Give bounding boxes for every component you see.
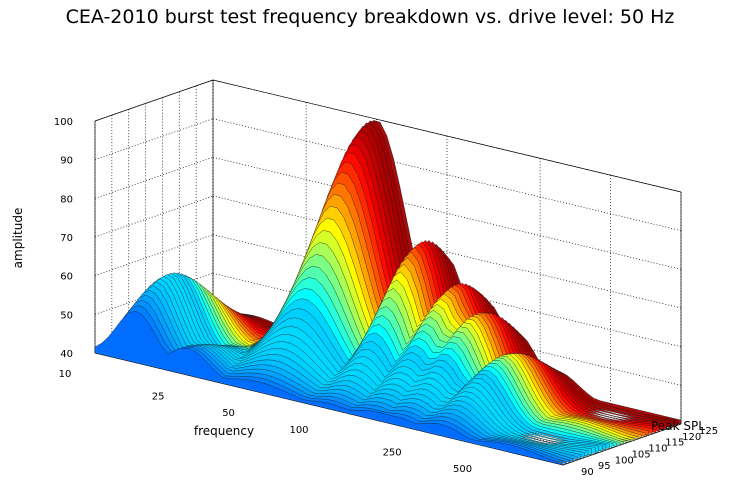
- axis-labels: frequency Peak SPL amplitude: [11, 208, 705, 438]
- z-tick-label: 70: [60, 233, 73, 244]
- y-tick-label: 110: [648, 444, 667, 455]
- y-tick-label: 95: [598, 461, 611, 472]
- tick-labels: 1025501002505001000909510010511011512012…: [54, 117, 718, 478]
- z-tick-label: 80: [60, 194, 73, 205]
- z-tick-label: 40: [60, 349, 73, 360]
- z-tick-label: 50: [60, 310, 73, 321]
- chart-title: CEA-2010 burst test frequency breakdown …: [65, 6, 675, 28]
- y-tick-label: 105: [632, 449, 651, 460]
- z-axis-label: amplitude: [11, 208, 25, 269]
- x-tick-label: 25: [152, 391, 165, 402]
- y-axis-label: Peak SPL: [651, 419, 705, 433]
- x-tick-label: 10: [59, 369, 72, 380]
- y-tick-label: 125: [699, 426, 718, 437]
- x-tick-label: 100: [289, 425, 308, 436]
- x-tick-label: 500: [453, 464, 472, 475]
- z-tick-label: 100: [54, 117, 73, 128]
- y-tick-label: 115: [665, 438, 684, 449]
- surface-slice: [94, 310, 564, 466]
- x-tick-label: 250: [383, 447, 402, 458]
- x-tick-label: 50: [222, 408, 235, 419]
- y-tick-label: 120: [682, 432, 701, 443]
- y-tick-label: 90: [581, 467, 594, 478]
- z-tick-label: 90: [60, 156, 73, 167]
- z-tick-label: 60: [60, 272, 73, 283]
- x-axis-label: frequency: [194, 424, 254, 438]
- surface-mesh: [94, 120, 682, 466]
- y-tick-label: 100: [615, 455, 634, 466]
